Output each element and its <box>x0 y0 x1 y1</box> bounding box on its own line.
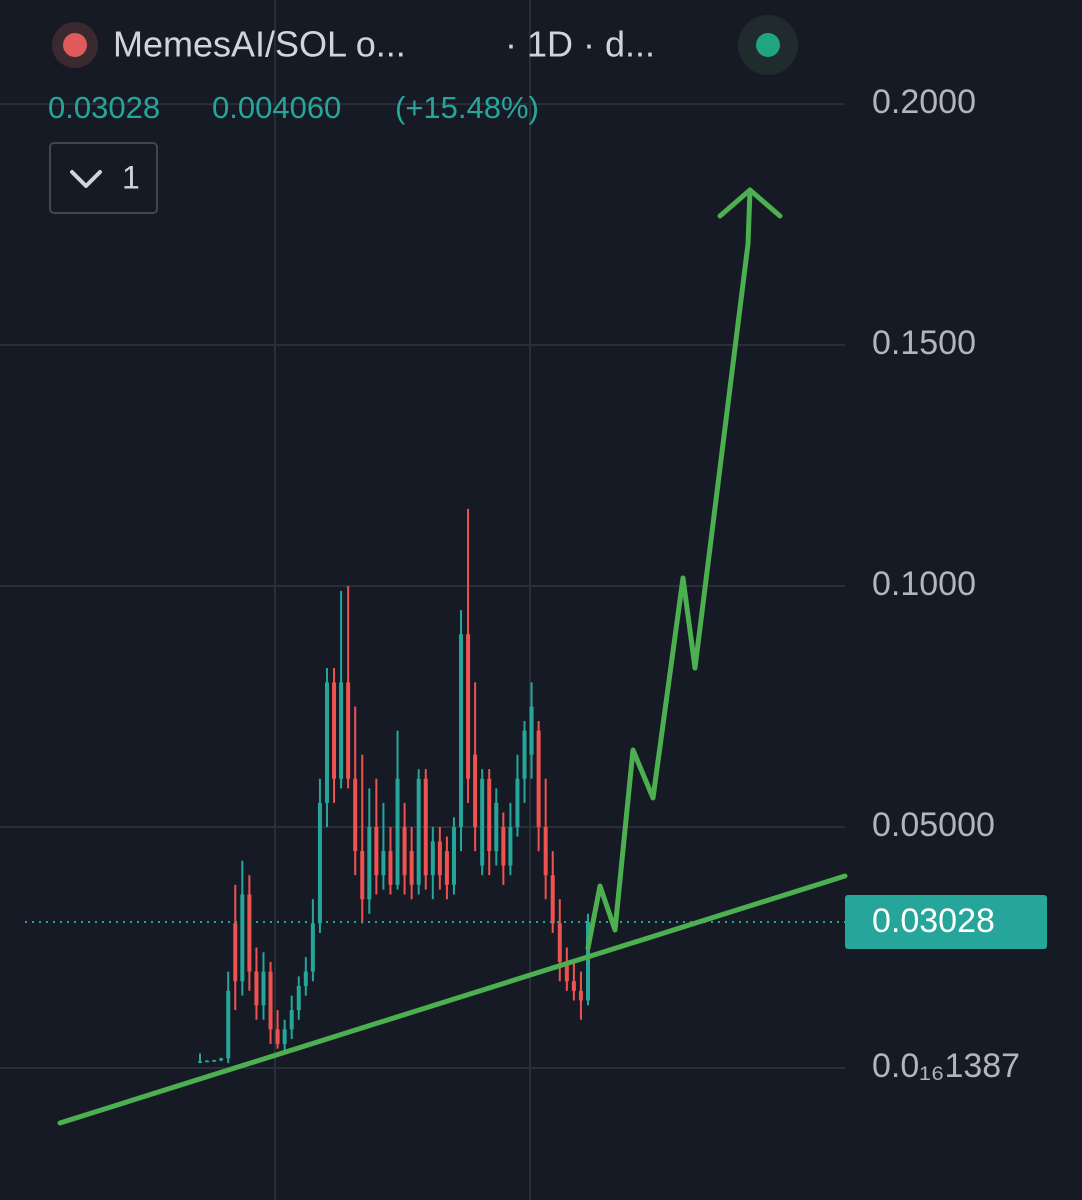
chevron <box>70 170 102 188</box>
candle-body <box>254 971 259 1006</box>
candle-body <box>480 778 485 866</box>
candle-body <box>466 634 471 779</box>
candle-body <box>275 1029 280 1044</box>
candle-body <box>416 778 421 885</box>
candle-body <box>494 802 499 852</box>
status-dot <box>756 33 780 57</box>
candle-body <box>219 1058 224 1061</box>
indicator-count: 1 <box>122 159 140 195</box>
candle-body <box>578 990 583 1001</box>
candle-body <box>501 826 506 866</box>
header: MemesAI/SOL o... · 1D · d... 0.03028 0.0… <box>48 15 798 214</box>
candle-body <box>289 1010 294 1030</box>
candle-body <box>543 826 548 876</box>
change: 0.004060 <box>212 90 341 125</box>
symbol-icon-detail <box>63 33 87 57</box>
candle-body <box>522 730 527 779</box>
candle-body <box>212 1060 217 1062</box>
interval: · 1D · d... <box>505 24 655 65</box>
candle-body <box>198 1061 202 1063</box>
plot <box>0 103 845 1069</box>
change-pct: (+15.48%) <box>395 90 539 125</box>
candle-body <box>409 851 414 885</box>
candle-body <box>374 826 379 876</box>
last-price-box <box>845 895 1047 950</box>
candle-body <box>346 682 351 779</box>
candle-body <box>310 923 315 972</box>
candle-body <box>529 706 534 755</box>
y-tick-label: 0.2000 <box>872 83 976 121</box>
projection-arrowhead <box>717 187 783 219</box>
last-price-label: 0.03028 <box>872 902 995 940</box>
candle-body <box>564 961 569 982</box>
candle-body <box>437 841 442 876</box>
candle-body <box>247 894 252 972</box>
candle-body <box>282 1029 287 1044</box>
candle-body <box>233 923 238 982</box>
candle-body <box>586 922 590 1001</box>
candle-body <box>381 851 386 876</box>
candle-body <box>240 894 245 982</box>
y-tick-label: 0.1500 <box>872 324 976 362</box>
candle-body <box>444 851 449 885</box>
candle-body <box>261 971 266 1006</box>
candle-body <box>205 1060 210 1063</box>
y-tick-label: 0.0₁₆1387 <box>872 1047 1020 1085</box>
candle-body <box>402 826 407 876</box>
price: 0.03028 <box>48 90 160 125</box>
candle-body <box>268 971 273 1030</box>
candle-body <box>296 986 301 1011</box>
candle-body <box>515 778 520 827</box>
candle-body <box>317 802 322 924</box>
candle-body <box>332 682 337 779</box>
y-tick-label: 0.1000 <box>872 565 976 603</box>
projection-line <box>585 187 753 951</box>
y-tick-label: 0.05000 <box>872 806 995 844</box>
candle-body <box>423 778 428 876</box>
candle-body <box>353 778 358 852</box>
candle-body <box>571 981 576 991</box>
trend-line <box>57 873 848 1126</box>
candle-body <box>303 971 308 987</box>
candle-body <box>339 682 344 779</box>
candle-body <box>226 990 231 1059</box>
candle-body <box>487 778 492 852</box>
candle-body <box>388 851 393 885</box>
candle-body <box>557 923 562 962</box>
indicator-toggle[interactable] <box>49 142 158 214</box>
candle-body <box>324 682 329 803</box>
candle-body <box>459 634 464 827</box>
candle-body <box>395 778 400 885</box>
candle-body <box>451 826 456 885</box>
candle-body <box>508 826 513 866</box>
candle-body <box>430 841 435 876</box>
candle-body <box>367 826 372 900</box>
candle-body <box>536 730 541 827</box>
candle-body <box>473 754 478 827</box>
symbol: MemesAI/SOL o... <box>113 24 406 65</box>
candle-body <box>550 875 555 924</box>
candle-body <box>360 851 365 900</box>
